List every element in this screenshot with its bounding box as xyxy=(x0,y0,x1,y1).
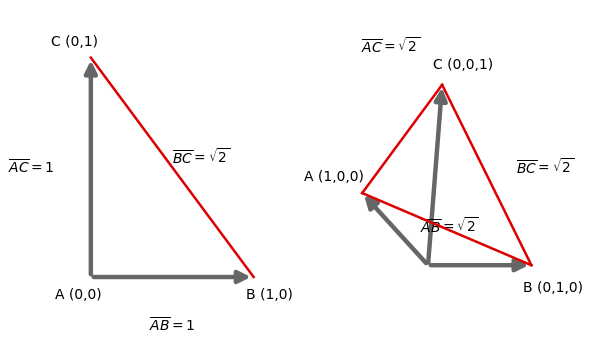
Text: C (0,1): C (0,1) xyxy=(51,35,98,49)
Text: $\overline{BC}=\sqrt{2}$: $\overline{BC}=\sqrt{2}$ xyxy=(172,147,231,166)
Text: B (0,1,0): B (0,1,0) xyxy=(523,281,583,295)
Text: $\overline{AB}=1$: $\overline{AB}=1$ xyxy=(149,316,196,335)
Text: C (0,0,1): C (0,0,1) xyxy=(433,58,493,72)
Text: B (1,0): B (1,0) xyxy=(247,288,293,302)
Text: A (1,0,0): A (1,0,0) xyxy=(304,170,364,184)
Text: $\overline{AC}=1$: $\overline{AC}=1$ xyxy=(8,158,55,176)
Text: $\overline{BC}=\sqrt{2}$: $\overline{BC}=\sqrt{2}$ xyxy=(517,157,575,177)
Text: $\overline{AB}=\sqrt{2}$: $\overline{AB}=\sqrt{2}$ xyxy=(420,216,479,236)
Text: A (0,0): A (0,0) xyxy=(55,288,101,302)
Text: $\overline{AC}=\sqrt{2}$: $\overline{AC}=\sqrt{2}$ xyxy=(361,36,420,55)
